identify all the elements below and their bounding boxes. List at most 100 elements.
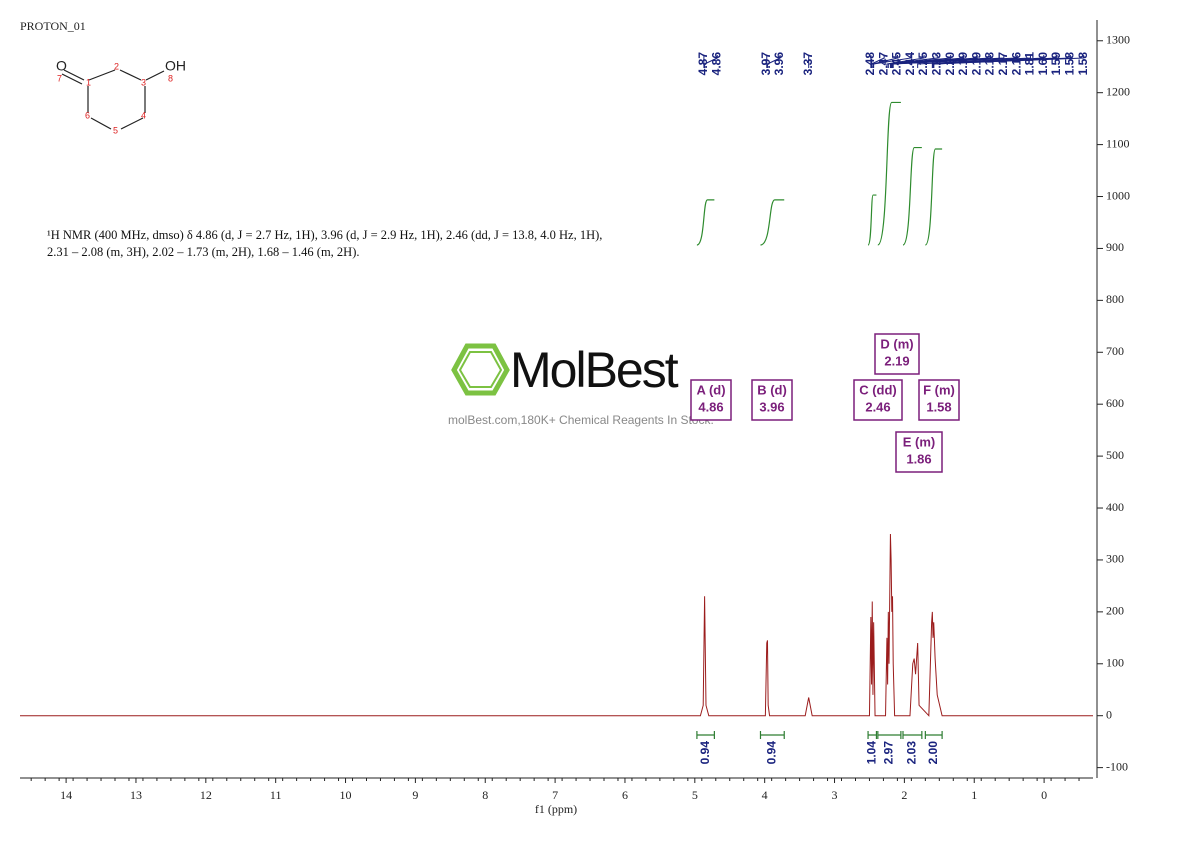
multiplet-box xyxy=(874,333,920,375)
peak-label: 2.17 xyxy=(996,52,1010,76)
peak-leader xyxy=(889,55,952,68)
multiplet-shift: 2.46 xyxy=(865,399,890,414)
peak-label: 3.96 xyxy=(772,52,786,76)
peak-label: 2.16 xyxy=(1009,52,1023,76)
integral-bracket xyxy=(902,731,923,739)
spectrum xyxy=(20,533,1093,717)
y-tick-label: 1100 xyxy=(1106,136,1130,150)
atom-number: 5 xyxy=(113,125,118,135)
x-tick-label: 7 xyxy=(552,788,558,802)
multiplet-box xyxy=(853,379,903,421)
integral-curve xyxy=(696,199,715,246)
logo-hexagon xyxy=(451,343,510,396)
multiplet-label: F (m) xyxy=(923,382,955,397)
bond xyxy=(88,69,116,81)
atom-number: 6 xyxy=(85,110,90,120)
multiplet-shift: 2.19 xyxy=(884,353,909,368)
y-tick-label: 700 xyxy=(1106,344,1124,358)
atom-labels: O 7 1 2 3 OH 8 6 5 4 xyxy=(56,58,186,136)
integral-curve xyxy=(760,199,785,246)
x-tick-label: 6 xyxy=(622,788,628,802)
peak-label: 4.87 xyxy=(696,52,710,76)
integral-curve xyxy=(877,101,901,246)
peak-label: 2.19 xyxy=(956,52,970,76)
integral-bracket xyxy=(867,731,878,739)
peak-leader xyxy=(917,55,1031,68)
y-tick-label: -100 xyxy=(1106,759,1128,773)
multiplet-box xyxy=(690,379,732,421)
bond xyxy=(119,69,142,81)
integral-label: 2.97 xyxy=(882,741,896,765)
atom-label: OH xyxy=(165,58,186,74)
integral-label: 0.94 xyxy=(698,741,712,765)
x-tick-label: 1 xyxy=(971,788,977,802)
integral-label: 2.00 xyxy=(926,741,940,765)
integral-label: 2.03 xyxy=(905,741,919,765)
y-tick-label: 600 xyxy=(1106,396,1124,410)
watermark-brand: MolBest xyxy=(510,342,679,398)
y-tick-label: 1000 xyxy=(1106,188,1130,202)
x-tick-label: 11 xyxy=(270,788,282,802)
integral-bracket xyxy=(759,731,785,739)
peak-label: 3.97 xyxy=(759,52,773,76)
y-tick-label: 500 xyxy=(1106,448,1124,462)
molecule xyxy=(61,69,165,130)
y-tick-label: 1200 xyxy=(1106,84,1130,98)
multiplet-label: C (dd) xyxy=(859,382,897,397)
atom-number: 7 xyxy=(57,73,62,83)
logo-hexagon-inner xyxy=(458,351,503,388)
peak-leader xyxy=(872,55,898,68)
multiplet-label: D (m) xyxy=(880,336,913,351)
peak-leader xyxy=(704,55,718,68)
watermark: MolBest molBest.com,180K+ Chemical Reage… xyxy=(448,342,714,427)
integral-bracket xyxy=(924,731,943,739)
multiplet-label: B (d) xyxy=(757,382,787,397)
integral-label: 1.04 xyxy=(864,741,878,765)
peak-label: 2.18 xyxy=(983,52,997,76)
y-tick-label: 1300 xyxy=(1106,33,1130,47)
integral-curve xyxy=(902,146,922,246)
peak-label: 1.58 xyxy=(1063,52,1077,76)
y-tick-label: 200 xyxy=(1106,604,1124,618)
peak-leader xyxy=(766,55,781,68)
peak-leader xyxy=(933,55,1085,68)
multiplet-shift: 3.96 xyxy=(759,399,784,414)
peak-label: 2.48 xyxy=(863,52,877,76)
x-tick-label: 9 xyxy=(412,788,418,802)
multiplet-shift: 1.58 xyxy=(926,399,951,414)
y-tick-label: 900 xyxy=(1106,240,1124,254)
x-tick-label: 4 xyxy=(762,788,768,802)
bond xyxy=(90,117,112,130)
bond xyxy=(120,117,144,130)
y-tick-label: 400 xyxy=(1106,500,1124,514)
peak-label: 1.59 xyxy=(1049,52,1063,76)
atom-number: 1 xyxy=(86,77,91,87)
description: ¹H NMR (400 MHz, dmso) δ 4.86 (d, J = 2.… xyxy=(47,228,603,259)
x-tick-label: 13 xyxy=(130,788,142,802)
atom-label: O xyxy=(56,58,67,74)
x-tick-label: 10 xyxy=(340,788,352,802)
peak-leader xyxy=(892,55,1018,68)
integral-curve xyxy=(924,148,943,246)
integral-bracket xyxy=(696,731,715,739)
x-tick-label: 8 xyxy=(482,788,488,802)
multiplet-label: E (m) xyxy=(903,434,936,449)
multiplet-box xyxy=(751,379,793,421)
x-axis-label: f1 (ppm) xyxy=(535,802,577,816)
integral-curve xyxy=(867,194,877,246)
multiplet-box xyxy=(895,431,943,473)
x-tick-label: 14 xyxy=(60,788,72,802)
peak-label: 1.60 xyxy=(1036,52,1050,76)
atom-number: 2 xyxy=(114,61,119,71)
x-tick-label: 0 xyxy=(1041,788,1047,802)
x-tick-label: 12 xyxy=(200,788,212,802)
atom-number: 3 xyxy=(141,77,146,87)
peak-label: 3.37 xyxy=(801,52,815,76)
y-tick-label: 0 xyxy=(1106,707,1112,721)
x-tick-label: 2 xyxy=(901,788,907,802)
watermark-tagline: molBest.com,180K+ Chemical Reagents In S… xyxy=(448,413,714,427)
x-tick-label: 5 xyxy=(692,788,698,802)
atom-number: 4 xyxy=(141,110,146,120)
peak-label: 2.19 xyxy=(969,52,983,76)
